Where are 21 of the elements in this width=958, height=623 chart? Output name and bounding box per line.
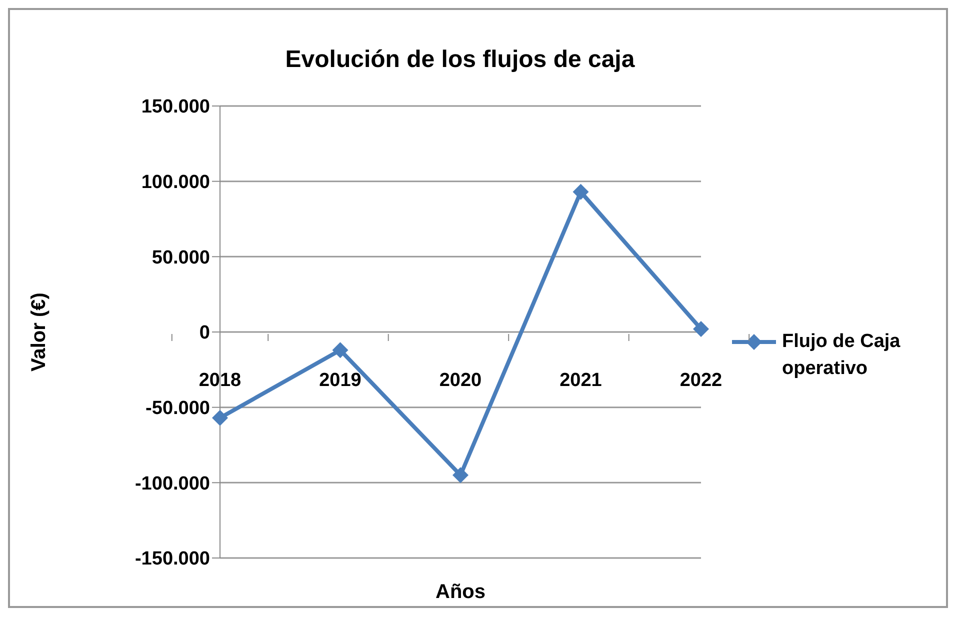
y-tick-label: 0 <box>199 322 210 344</box>
point <box>452 467 468 484</box>
x-axis-title: Años <box>436 581 486 603</box>
y-tick-label: -150.000 <box>134 548 210 570</box>
point <box>332 342 348 358</box>
y-axis-title: Valor (€) <box>28 292 50 372</box>
y-tick-label: 100.000 <box>141 172 210 194</box>
chart-title: Evolución de los flujos de caja <box>284 46 636 74</box>
y-tick-label: -50.000 <box>146 398 210 420</box>
x-tick-label: 2020 <box>439 370 482 391</box>
y-tick-label: 150.000 <box>141 96 210 118</box>
legend-label: Flujo de Caja operativo <box>782 330 902 381</box>
point <box>693 320 709 337</box>
x-tick-label: 2022 <box>680 370 722 391</box>
x-tick-label: 2019 <box>319 370 362 391</box>
point <box>572 184 589 200</box>
x-tick-label: 2021 <box>560 370 602 391</box>
point <box>212 410 228 426</box>
x-tick-label: 2018 <box>198 370 242 391</box>
y-tick-label: -100.000 <box>134 473 210 494</box>
y-tick-label: 50.000 <box>152 247 210 268</box>
